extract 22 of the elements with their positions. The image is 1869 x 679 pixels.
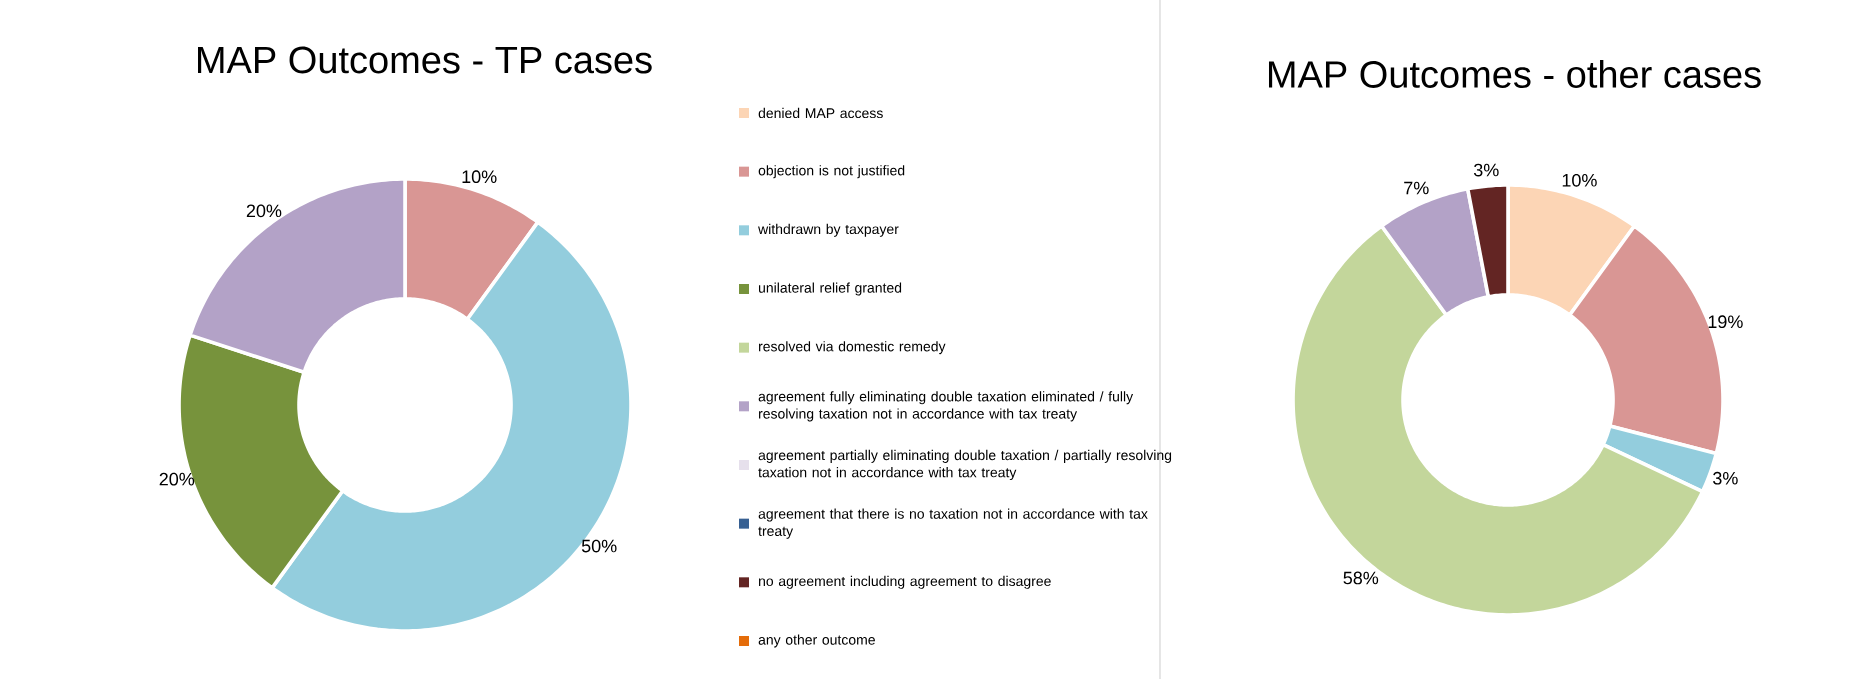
data-label: 20% xyxy=(159,472,195,486)
legend-label: agreement fully eliminating double taxation eliminated / fully resolving taxation not in accordance with tax treaty xyxy=(758,391,1134,422)
legend-label: objection is not justified xyxy=(758,165,905,179)
legend-label: no agreement including agreement to disagree xyxy=(759,575,1051,589)
data-label: 10% xyxy=(462,170,497,184)
legend-label: resolved via domestic remedy xyxy=(759,341,946,355)
legend-label: agreement that there is no taxation not in accordance with tax treaty xyxy=(758,508,1148,539)
data-label: 7% xyxy=(1404,181,1429,195)
data-label: 19% xyxy=(1708,315,1743,329)
data-label: 10% xyxy=(1562,173,1597,187)
chart-title: MAP Outcomes - other cases xyxy=(1268,60,1761,88)
legend-label: withdrawn by taxpayer xyxy=(758,223,899,237)
legend-label: denied MAP access xyxy=(758,107,883,119)
legend-label: any other outcome xyxy=(758,634,875,648)
data-label: 3% xyxy=(1473,163,1499,177)
legend-label: unilateral relief granted xyxy=(758,282,902,296)
data-label: 20% xyxy=(246,204,282,218)
chart-title: MAP Outcomes - TP cases xyxy=(198,46,652,74)
data-label: 50% xyxy=(581,539,617,553)
legend-label: agreement partially eliminating double taxation / partially resolving taxation not in accordance with tax treaty xyxy=(758,449,1172,481)
data-label: 58% xyxy=(1343,571,1379,585)
data-label: 3% xyxy=(1713,471,1738,485)
